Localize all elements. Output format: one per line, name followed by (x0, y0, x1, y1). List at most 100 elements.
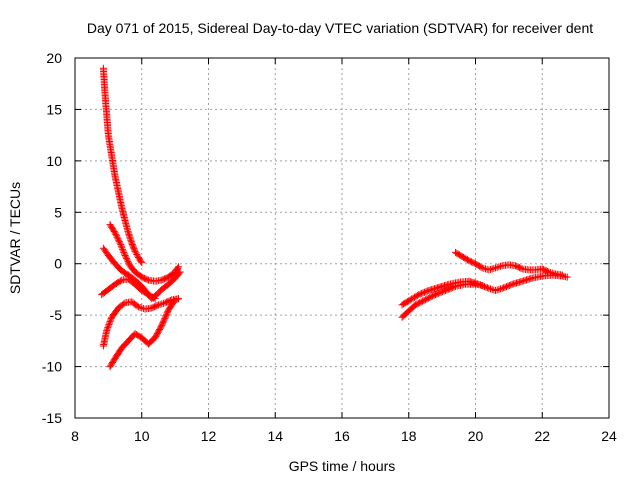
data-point (410, 293, 418, 301)
data-point (485, 284, 493, 292)
data-point (119, 247, 127, 255)
data-point (500, 284, 508, 292)
y-tick-label: -5 (50, 307, 63, 323)
data-point (158, 300, 166, 308)
data-point (106, 318, 114, 326)
data-point (426, 294, 434, 302)
data-point (475, 280, 483, 288)
data-point (138, 304, 146, 312)
x-tick-label: 22 (534, 428, 550, 444)
x-tick-label: 20 (468, 428, 484, 444)
data-point (495, 285, 503, 293)
data-point (488, 265, 496, 273)
data-point (548, 269, 556, 277)
y-tick-label: 20 (46, 50, 62, 66)
y-tick-label: 5 (54, 204, 62, 220)
data-point (419, 297, 427, 305)
data-point (421, 296, 429, 304)
data-point (417, 298, 425, 306)
data-point (105, 319, 113, 327)
data-point (175, 269, 183, 277)
data-point (436, 289, 444, 297)
data-point (104, 322, 112, 330)
data-point (416, 290, 424, 298)
y-tick-label: -15 (42, 410, 62, 426)
data-point (118, 244, 126, 252)
data-point (119, 245, 127, 253)
data-point (493, 286, 501, 294)
data-point (492, 286, 500, 294)
data-point (480, 264, 488, 272)
x-tick-label: 24 (601, 428, 617, 444)
data-point (415, 291, 423, 299)
data-point (117, 242, 125, 250)
data-point (131, 246, 139, 254)
grid-layer (75, 58, 609, 418)
data-point (485, 266, 493, 274)
data-point (124, 257, 132, 265)
data-point (150, 294, 158, 302)
data-point (116, 277, 124, 285)
chart-title: Day 071 of 2015, Sidereal Day-to-day VTE… (87, 20, 593, 36)
data-point (123, 256, 131, 264)
data-point (156, 300, 164, 308)
data-point (420, 296, 428, 304)
y-tick-label: -10 (42, 359, 62, 375)
data-point (143, 276, 151, 284)
data-series-arc-9 (451, 248, 566, 279)
data-point (153, 301, 161, 309)
data-point (120, 250, 128, 258)
data-point (430, 291, 438, 299)
data-point (429, 292, 437, 300)
data-point (120, 248, 128, 256)
data-point (103, 327, 111, 335)
data-point (547, 268, 555, 276)
data-point (487, 265, 495, 273)
x-tick-label: 16 (334, 428, 350, 444)
data-point (504, 282, 512, 290)
data-point (133, 250, 141, 258)
data-point (122, 254, 130, 262)
data-point (434, 289, 442, 297)
data-series-arc-4 (98, 275, 159, 303)
data-point (419, 289, 427, 297)
data-point (413, 291, 421, 299)
data-point (115, 238, 123, 246)
data-point (497, 262, 505, 270)
data-point (174, 295, 182, 303)
x-tick-label: 10 (134, 428, 150, 444)
data-point (136, 303, 144, 311)
data-point (112, 232, 120, 240)
data-point (482, 265, 490, 273)
data-point (115, 236, 123, 244)
data-point (132, 249, 140, 257)
data-point (133, 302, 141, 310)
data-point (138, 259, 146, 267)
data-point (176, 268, 184, 276)
data-point (159, 299, 167, 307)
y-tick-label: 0 (54, 256, 62, 272)
data-point (495, 263, 503, 271)
data-point (477, 263, 485, 271)
y-tick-label: 15 (46, 101, 62, 117)
data-point (171, 296, 179, 304)
data-point (121, 251, 129, 259)
data-point (545, 268, 553, 276)
data-point (122, 253, 130, 261)
data-point (406, 296, 414, 304)
data-point (113, 233, 121, 241)
x-tick-label: 8 (71, 428, 79, 444)
data-point (423, 295, 431, 303)
data-series-arc-6 (106, 295, 182, 371)
data-point (493, 263, 501, 271)
data-point (405, 297, 413, 305)
data-point (431, 291, 439, 299)
x-tick-label: 18 (401, 428, 417, 444)
data-point (120, 300, 128, 308)
data-point (424, 294, 432, 302)
data-series-arc-1 (99, 64, 146, 267)
data-point (116, 239, 124, 247)
data-point (174, 264, 182, 272)
data-point (137, 257, 145, 265)
